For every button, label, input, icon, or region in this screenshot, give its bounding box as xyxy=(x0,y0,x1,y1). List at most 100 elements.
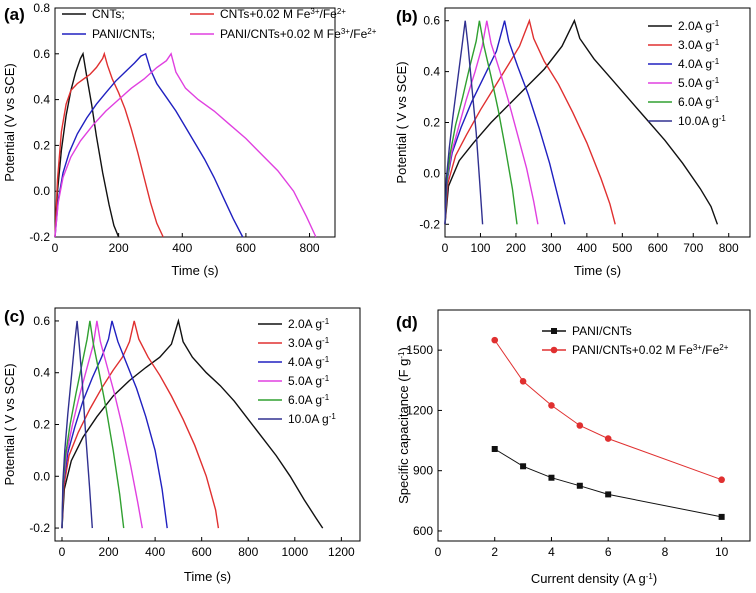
x-tick-label-a: 200 xyxy=(109,241,129,255)
data-point-d xyxy=(519,378,527,385)
series-line-a-3 xyxy=(54,52,317,238)
legend-entry-b: 3.0A g-1 xyxy=(678,38,720,53)
series-line-b-2 xyxy=(444,20,566,225)
y-tick-label-a: 0.6 xyxy=(33,47,50,61)
panel-label-a: (a) xyxy=(4,5,25,24)
x-tick-label-b: 200 xyxy=(506,241,526,255)
series-line-c-3 xyxy=(61,320,143,529)
y-tick-label-a: 0.0 xyxy=(33,184,50,198)
data-point-d xyxy=(605,491,612,498)
legend-entry-c: 10.0A g-1 xyxy=(288,412,336,427)
x-tick-label-b: 800 xyxy=(719,241,739,255)
y-axis-label-b: Potential ( V vs SCE) xyxy=(394,61,409,183)
x-tick-label-a: 400 xyxy=(172,241,192,255)
legend-entry-d: PANI/CNTs+0.02 M Fe3+/Fe2+ xyxy=(572,343,729,358)
legend-marker-d xyxy=(551,328,557,334)
x-tick-label-c: 200 xyxy=(99,545,119,559)
x-tick-label-c: 800 xyxy=(238,545,258,559)
series-line-c-0 xyxy=(61,318,324,529)
series-line-d-1 xyxy=(494,339,722,481)
y-tick-label-c: 0.2 xyxy=(33,418,50,432)
x-tick-label-a: 600 xyxy=(236,241,256,255)
y-tick-label-b: 0.0 xyxy=(423,166,440,180)
data-point-d xyxy=(718,513,725,520)
data-point-d xyxy=(520,463,527,470)
legend-entry-b: 10.0A g-1 xyxy=(678,114,726,129)
x-tick-label-b: 0 xyxy=(442,241,449,255)
legend-entry-c: 5.0A g-1 xyxy=(288,374,330,389)
y-axis-label-c: Potential ( V vs SCE) xyxy=(2,363,17,485)
x-tick-label-c: 1000 xyxy=(281,545,308,559)
y-tick-label-d: 1500 xyxy=(406,343,433,357)
x-tick-label-c: 400 xyxy=(145,545,165,559)
panel-a: 0 200 400 600 800 -0.2 0.0 0.2 0.4 0.6 0.8 Time (s)… xyxy=(2,1,377,278)
series-line-b-1 xyxy=(444,18,616,225)
y-tick-label-d: 900 xyxy=(413,464,433,478)
legend-entry-c: 2.0A g-1 xyxy=(288,317,330,332)
data-point-d xyxy=(548,474,555,481)
y-tick-label-c: 0.4 xyxy=(33,366,50,380)
x-axis-label-b: Time (s) xyxy=(574,263,621,278)
data-point-d xyxy=(491,446,498,453)
data-point-d xyxy=(604,435,612,442)
panel-label-c: (c) xyxy=(4,307,25,326)
x-tick-label-d: 2 xyxy=(491,545,498,559)
legend-entry-c: 3.0A g-1 xyxy=(288,336,330,351)
x-tick-label-b: 300 xyxy=(541,241,561,255)
x-tick-label-c: 0 xyxy=(59,545,66,559)
data-point-d xyxy=(491,336,499,344)
legend-entry-a: PANI/CNTs+0.02 M Fe3+/Fe2+ xyxy=(220,27,377,42)
x-tick-label-c: 1200 xyxy=(328,545,355,559)
y-axis-label-a: Potential (V vs SCE) xyxy=(2,63,17,182)
x-tick-label-b: 700 xyxy=(683,241,703,255)
panel-c: 0 200 400 600 800 1000 1200 -0.2 0.0 0.2 0.4 0.6 Tim… xyxy=(2,307,361,584)
data-point-d xyxy=(576,482,583,489)
data-point-d xyxy=(548,402,555,409)
legend-entry-b: 2.0A g-1 xyxy=(678,19,720,34)
series-line-b-4 xyxy=(444,20,518,225)
legend-entry-a: CNTs; xyxy=(92,7,125,21)
plot-frame-d xyxy=(437,309,751,542)
x-tick-label-d: 10 xyxy=(715,545,729,559)
x-tick-label-b: 500 xyxy=(612,241,632,255)
y-tick-label-a: -0.2 xyxy=(29,230,50,244)
legend-marker-d xyxy=(550,346,558,354)
y-tick-label-a: 0.8 xyxy=(33,1,50,15)
legend-entry-b: 4.0A g-1 xyxy=(678,57,720,72)
legend-entry-d: PANI/CNTs xyxy=(572,324,632,338)
x-tick-label-d: 4 xyxy=(548,545,555,559)
x-tick-label-d: 8 xyxy=(662,545,669,559)
series-line-c-5 xyxy=(61,320,93,529)
series-line-c-1 xyxy=(61,320,220,529)
panel-d: 0 2 4 6 8 10 600 900 1200 1500 Current density (A … xyxy=(396,309,751,586)
series-line-c-2 xyxy=(61,320,168,529)
y-tick-label-a: 0.4 xyxy=(33,93,50,107)
legend-entry-a: CNTs+0.02 M Fe3+/Fe2+ xyxy=(220,7,346,22)
series-line-c-4 xyxy=(61,320,125,529)
series-line-a-1 xyxy=(54,51,164,238)
x-tick-label-d: 6 xyxy=(605,545,612,559)
x-tick-label-c: 600 xyxy=(192,545,212,559)
y-tick-label-c: 0.0 xyxy=(33,469,50,483)
x-axis-label-d: Current density (A g-1) xyxy=(531,571,657,586)
x-tick-label-d: 0 xyxy=(435,545,442,559)
y-tick-label-b: 0.4 xyxy=(423,65,440,79)
y-tick-label-c: 0.6 xyxy=(33,314,50,328)
series-line-d-0 xyxy=(494,448,722,518)
x-axis-label-c: Time (s) xyxy=(184,569,231,584)
y-tick-label-d: 1200 xyxy=(406,403,433,417)
legend-entry-a: PANI/CNTs; xyxy=(92,27,155,41)
x-axis-label-a: Time (s) xyxy=(171,263,218,278)
data-point-d xyxy=(718,476,725,484)
y-tick-label-b: -0.2 xyxy=(419,217,440,231)
legend-entry-c: 4.0A g-1 xyxy=(288,355,330,370)
x-tick-label-b: 400 xyxy=(577,241,597,255)
y-axis-label-d: Specific capacitance (F g-1) xyxy=(396,347,411,504)
series-line-a-2 xyxy=(54,52,244,238)
legend-entry-b: 6.0A g-1 xyxy=(678,95,720,110)
series-line-b-5 xyxy=(444,20,484,225)
panel-b: 0 100 200 300 400 500 600 700 800 -0.2 0.0 0.2 0.4 0.… xyxy=(394,7,751,278)
x-tick-label-a: 0 xyxy=(52,241,59,255)
x-tick-label-b: 600 xyxy=(648,241,668,255)
